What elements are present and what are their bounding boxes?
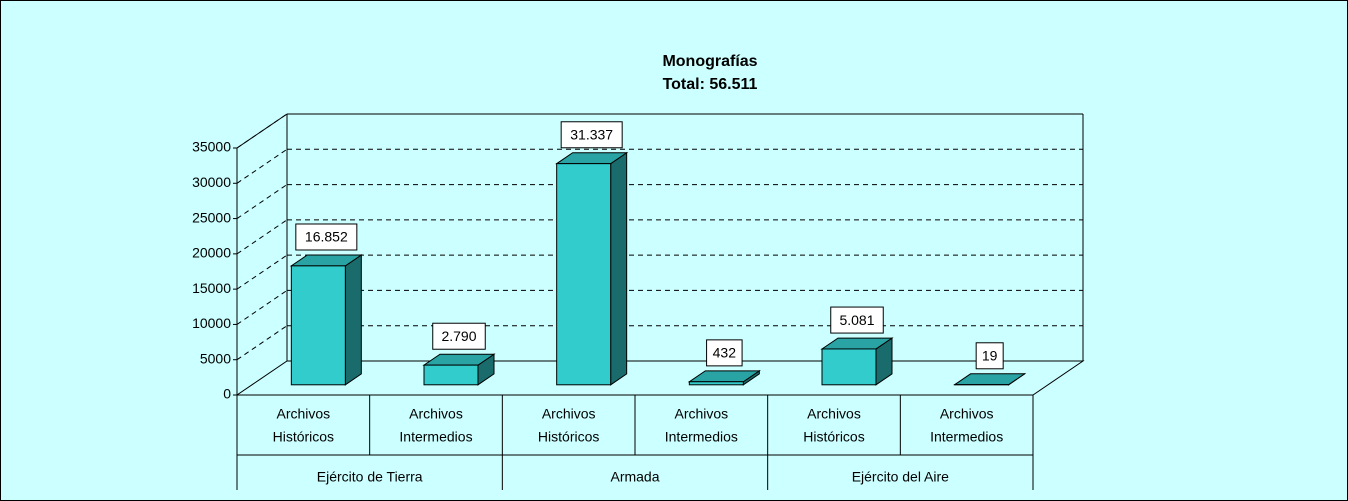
x-tick-label: Archivos [409, 406, 463, 422]
group-label: Armada [610, 469, 659, 485]
value-label: 16.852 [305, 229, 348, 245]
grid-line [236, 219, 288, 255]
value-label-box [975, 342, 1004, 370]
grid-line [236, 184, 288, 219]
bar-side [344, 254, 362, 386]
floor [235, 360, 1085, 396]
group-label: Ejército de Tierra [317, 469, 423, 485]
x-tick-label: Históricos [538, 429, 599, 445]
bar [290, 265, 346, 386]
x-tick-label: Intermedios [930, 429, 1003, 445]
x-tick-label: Archivos [276, 406, 330, 422]
grid-line [236, 325, 288, 361]
bar-side [610, 151, 628, 386]
bar [556, 163, 612, 386]
y-tick-label: 20000 [192, 245, 231, 261]
x-tick-label: Intermedios [665, 429, 738, 445]
grid-line [236, 290, 288, 325]
bar [423, 364, 479, 386]
value-label-box [706, 339, 743, 367]
x-tick-label: Históricos [273, 429, 334, 445]
value-label-box [295, 223, 358, 251]
y-tick-label: 0 [223, 386, 231, 402]
value-label: 432 [713, 345, 737, 361]
x-tick-label: Archivos [807, 406, 861, 422]
x-tick-label: Archivos [940, 406, 994, 422]
value-label-box [830, 306, 884, 334]
group-label: Ejército del Aire [852, 469, 949, 485]
y-tick-label: 35000 [192, 139, 231, 155]
value-label-box [432, 322, 486, 350]
bar [821, 348, 877, 386]
value-label: 5.081 [839, 312, 874, 328]
value-label: 31.337 [570, 126, 613, 142]
x-tick-label: Históricos [803, 429, 864, 445]
x-tick-label: Intermedios [399, 429, 472, 445]
chart-title: Monografías [662, 53, 757, 70]
y-tick-label: 10000 [192, 315, 231, 331]
x-tick-label: Archivos [674, 406, 728, 422]
chart-subtitle: Total: 56.511 [663, 76, 758, 93]
bar [688, 381, 744, 386]
grid-line [236, 113, 288, 149]
y-tick-label: 25000 [192, 209, 231, 225]
y-tick-label: 30000 [192, 174, 231, 190]
value-label: 2.790 [441, 328, 476, 344]
value-label-box [560, 121, 623, 149]
grid-line [236, 148, 288, 184]
grid-line [236, 254, 288, 290]
value-label: 19 [982, 347, 998, 363]
y-tick-label: 15000 [192, 280, 231, 296]
y-tick-label: 5000 [200, 350, 231, 366]
x-tick-label: Archivos [542, 406, 596, 422]
